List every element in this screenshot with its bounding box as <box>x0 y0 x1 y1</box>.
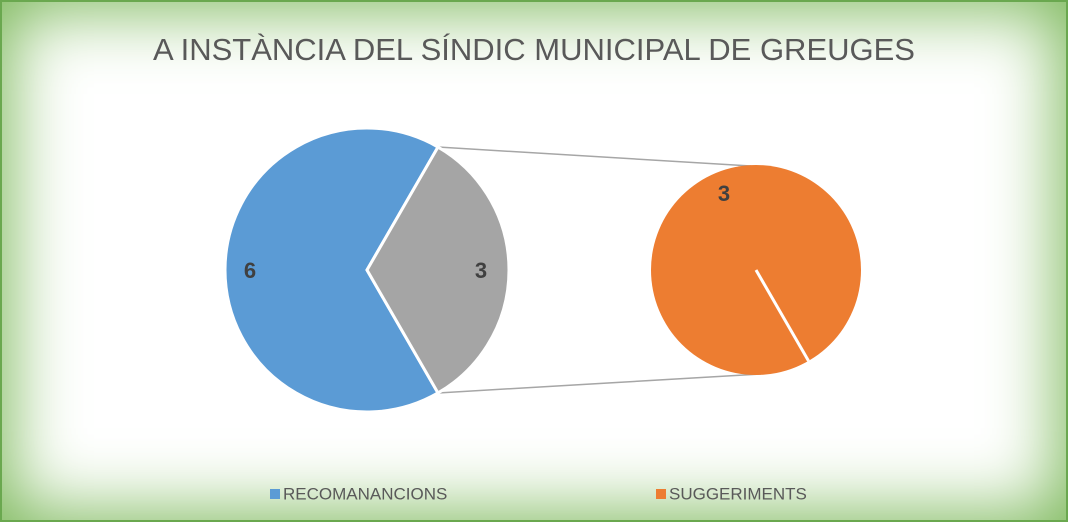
legend-swatch <box>270 489 280 499</box>
chart-title: A INSTÀNCIA DEL SÍNDIC MUNICIPAL DE GREU… <box>153 32 915 67</box>
connector-line <box>437 146 752 167</box>
slice-divider <box>754 269 810 362</box>
pie-slice <box>365 144 511 396</box>
data-label: 3 <box>475 258 487 283</box>
data-label: 3 <box>718 181 730 206</box>
connector-line <box>437 373 762 394</box>
legend-swatch <box>656 489 666 499</box>
pie-slice <box>223 126 441 414</box>
data-label: 6 <box>244 258 256 283</box>
legend-label: SUGGERIMENTS <box>669 484 807 503</box>
legend-label: RECOMANANCIONS <box>283 484 447 503</box>
